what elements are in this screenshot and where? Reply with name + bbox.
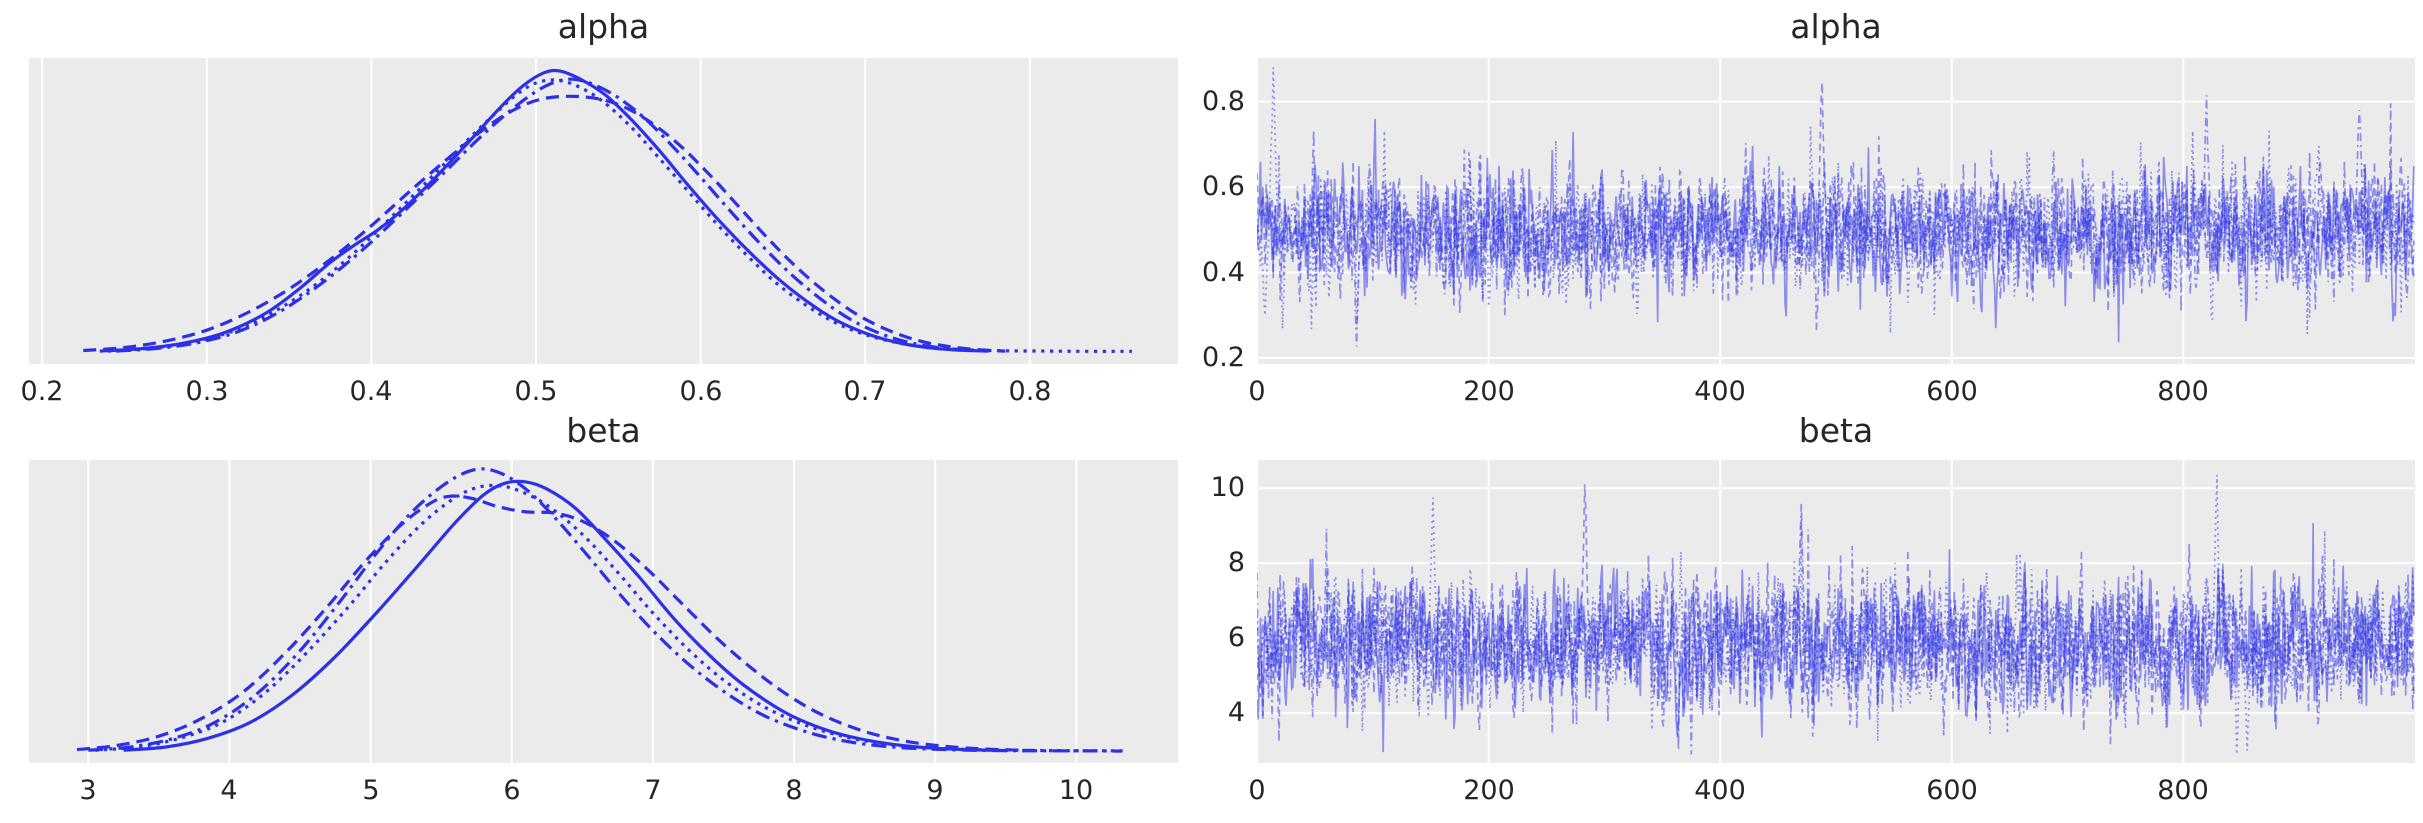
beta-density-panel — [29, 460, 1178, 763]
x-tick-label: 3 — [79, 775, 97, 806]
alpha-density-title: alpha — [557, 7, 650, 46]
y-tick-label: 6 — [1227, 622, 1245, 653]
x-tick-label: 200 — [1463, 775, 1515, 806]
beta_trace-dashed-line — [1257, 484, 2415, 742]
beta_trace-plot-area — [1257, 460, 2415, 763]
y-tick-label: 0.2 — [1202, 342, 1245, 373]
beta_kde-dashed-line — [76, 494, 1035, 753]
beta_kde-plot-area — [76, 460, 1126, 763]
beta-trace-title: beta — [1798, 411, 1874, 450]
y-tick-label: 0.4 — [1202, 257, 1245, 288]
alpha_kde-dashed-line — [83, 94, 1006, 353]
y-tick-label: 0.8 — [1202, 86, 1245, 117]
x-tick-label: 8 — [785, 775, 803, 806]
y-tick-label: 0.6 — [1202, 171, 1245, 202]
x-tick-label: 0.8 — [1008, 376, 1052, 407]
x-tick-label: 0.3 — [185, 376, 229, 407]
x-tick-label: 5 — [362, 775, 380, 806]
beta_trace-dashdot-line — [1257, 503, 2415, 755]
x-tick-label: 7 — [644, 775, 662, 806]
y-tick-label: 10 — [1210, 472, 1245, 503]
alpha_trace-dashed-line — [1257, 82, 2415, 313]
beta_kde-dashdot-line — [88, 467, 1122, 753]
x-tick-label: 0.4 — [349, 376, 393, 407]
x-tick-label: 600 — [1926, 376, 1978, 407]
x-tick-label: 400 — [1694, 376, 1746, 407]
y-tick-label: 8 — [1227, 547, 1245, 578]
alpha_kde-dashdot-line — [116, 77, 968, 353]
x-tick-label: 0.7 — [843, 376, 887, 407]
x-tick-label: 600 — [1926, 775, 1978, 806]
alpha-density-panel — [29, 58, 1178, 364]
beta_kde-dotted-line — [95, 483, 1126, 753]
x-tick-label: 0.2 — [20, 376, 64, 407]
alpha_trace-plot-area — [1257, 58, 2415, 364]
x-tick-label: 0.6 — [679, 376, 723, 407]
x-tick-label: 6 — [503, 775, 521, 806]
x-tick-label: 9 — [926, 775, 944, 806]
beta_kde-solid-line — [123, 479, 1006, 753]
beta_trace-dotted-line — [1257, 474, 2415, 755]
y-tick-label: 4 — [1227, 697, 1245, 728]
alpha_kde-solid-line — [99, 68, 989, 353]
x-tick-label: 0.5 — [514, 376, 558, 407]
alpha_kde-plot-area — [41, 58, 1132, 364]
alpha_kde-dotted-line — [107, 78, 1132, 353]
alpha-trace-title: alpha — [1790, 7, 1882, 46]
alpha_trace-dashdot-line — [1257, 95, 2415, 347]
x-tick-label: 200 — [1463, 376, 1515, 407]
beta_trace-solid-line — [1257, 523, 2415, 753]
x-tick-label: 400 — [1694, 775, 1746, 806]
x-tick-label: 800 — [2157, 376, 2209, 407]
beta-density-title: beta — [566, 411, 641, 450]
x-tick-label: 800 — [2157, 775, 2209, 806]
x-tick-label: 4 — [220, 775, 238, 806]
x-tick-label: 0 — [1248, 775, 1266, 806]
x-tick-label: 0 — [1248, 376, 1266, 407]
x-tick-label: 10 — [1058, 775, 1094, 806]
